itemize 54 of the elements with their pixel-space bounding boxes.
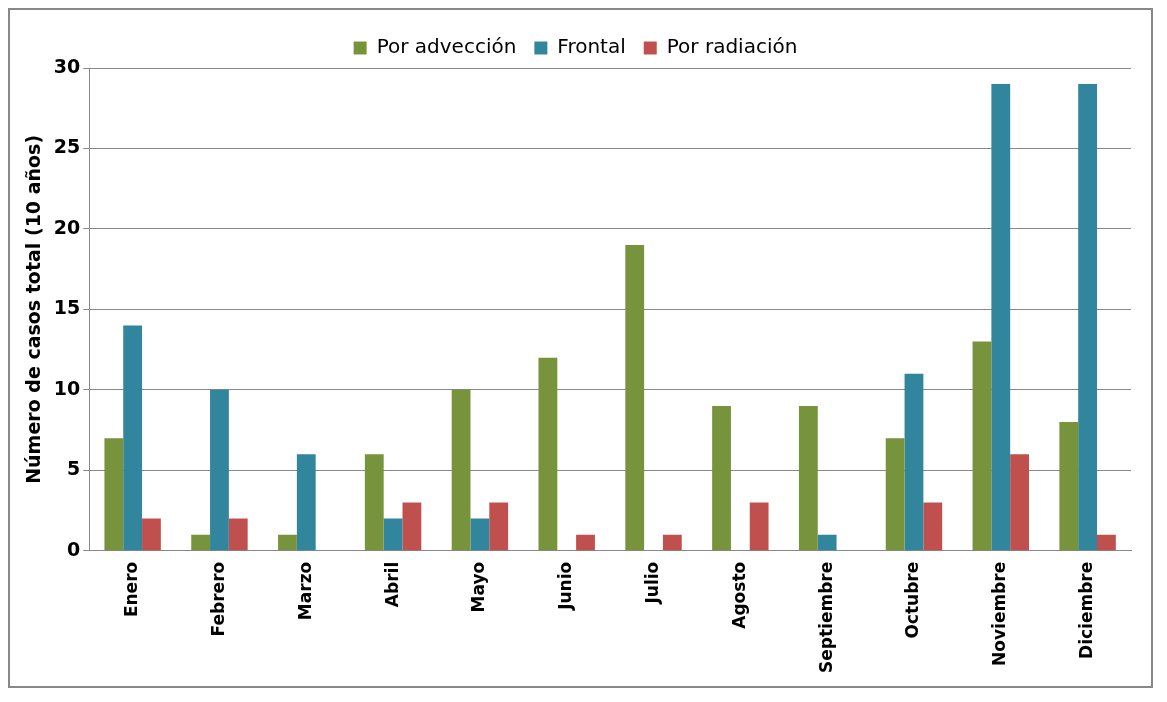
bar xyxy=(278,534,297,551)
bar xyxy=(625,245,645,551)
bar xyxy=(104,438,124,551)
bar xyxy=(712,405,731,551)
bar xyxy=(210,389,229,551)
bar xyxy=(402,502,422,551)
bar xyxy=(1097,534,1116,551)
legend-label: Por advección xyxy=(376,34,517,59)
bar xyxy=(923,502,943,551)
x-tick-label: Julio xyxy=(641,561,662,605)
x-tick-label: Diciembre xyxy=(1076,561,1097,659)
x-tick-label: Mayo xyxy=(468,561,489,613)
bar xyxy=(383,518,403,551)
bar xyxy=(191,534,211,551)
y-tick-label: 25 xyxy=(53,135,81,158)
x-tick-label: Agosto xyxy=(728,561,749,629)
x-tick-label: Abril xyxy=(381,561,402,608)
y-tick-label: 10 xyxy=(53,376,81,399)
bar xyxy=(991,84,1011,551)
x-tick-label: Junio xyxy=(555,561,576,611)
bar xyxy=(489,502,509,551)
bar xyxy=(228,518,248,551)
bar xyxy=(1059,422,1079,551)
bar xyxy=(885,438,905,551)
x-tick-label: Marzo xyxy=(294,561,315,621)
y-tick-label: 30 xyxy=(53,54,81,77)
bar xyxy=(817,534,837,551)
x-tick-label: Noviembre xyxy=(989,561,1010,666)
bar xyxy=(749,502,769,551)
y-axis-title: Número de casos total (10 años) xyxy=(22,134,45,484)
bar xyxy=(1078,84,1097,551)
legend-label: Frontal xyxy=(557,34,626,59)
bar xyxy=(904,373,924,551)
x-tick-label: Septiembre xyxy=(815,561,836,674)
bar xyxy=(662,534,682,551)
y-tick-label: 0 xyxy=(67,537,81,560)
bar xyxy=(1010,454,1029,551)
legend-label: Por radiación xyxy=(666,34,798,59)
bar xyxy=(538,357,558,551)
bar xyxy=(798,405,818,551)
x-tick-label: Enero xyxy=(121,561,142,618)
bar xyxy=(576,534,595,551)
bar xyxy=(451,389,471,551)
y-tick-label: 15 xyxy=(53,296,81,319)
bar xyxy=(296,454,316,551)
x-tick-label: Octubre xyxy=(902,561,923,639)
x-tick-label: Febrero xyxy=(207,561,228,637)
y-tick-label: 20 xyxy=(53,215,81,238)
bar xyxy=(364,454,384,551)
bar xyxy=(972,341,992,551)
bar xyxy=(470,518,490,551)
y-tick-label: 5 xyxy=(67,457,81,480)
bar xyxy=(123,325,143,551)
bar xyxy=(142,518,161,551)
